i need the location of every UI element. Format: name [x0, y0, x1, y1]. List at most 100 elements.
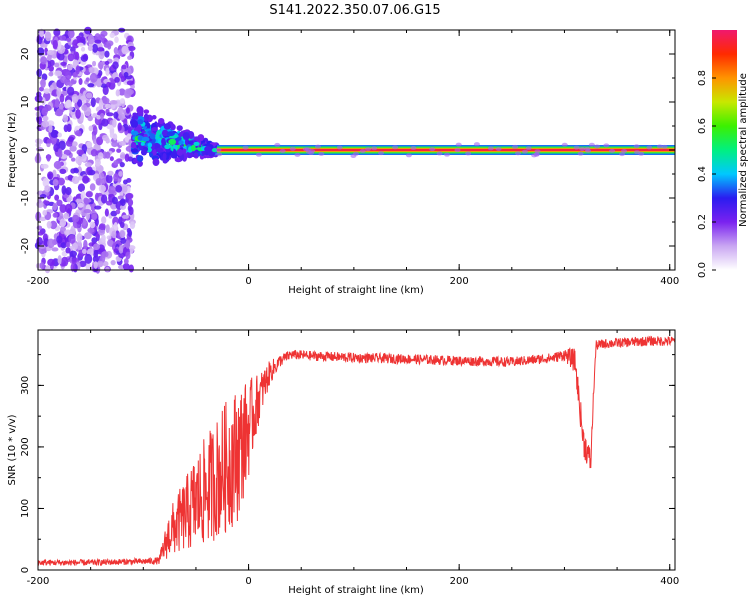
heatmap-cell	[110, 260, 116, 266]
heatmap-cell	[314, 144, 321, 149]
heatmap-cell	[102, 97, 110, 105]
heatmap-cell	[39, 28, 44, 38]
heatmap-cell	[147, 142, 153, 148]
heatmap-cell	[120, 237, 127, 244]
heatmap-cell	[77, 183, 85, 192]
heatmap-cell	[56, 199, 63, 207]
heatmap-cell	[126, 88, 134, 95]
heatmap-cell	[603, 143, 610, 148]
heatmap-cell	[53, 143, 60, 153]
heatmap-cell	[68, 234, 76, 244]
heatmap-cell	[63, 149, 72, 156]
heatmap-cell	[85, 77, 90, 82]
heatmap-cell	[113, 47, 119, 55]
heatmap-cell	[176, 148, 184, 156]
heatmap-cell	[69, 250, 78, 258]
heatmap-cell	[83, 209, 92, 214]
heatmap-cell	[91, 237, 98, 244]
x-tick-label: 0	[245, 576, 251, 587]
heatmap-cell	[170, 151, 178, 159]
heatmap-cell	[131, 130, 139, 136]
heatmap-cell	[109, 99, 118, 105]
heatmap-cell	[336, 145, 343, 150]
heatmap-cell	[42, 115, 49, 122]
heatmap-cell	[137, 160, 143, 167]
heatmap-cell	[122, 262, 130, 271]
heatmap-cell	[77, 202, 84, 208]
heatmap-cell	[157, 118, 165, 125]
heatmap-cell	[123, 71, 129, 78]
heatmap-cell	[429, 147, 436, 152]
heatmap-cell	[42, 177, 50, 188]
heatmap-cell	[140, 141, 145, 146]
heatmap-cell	[47, 171, 54, 180]
heatmap-cell	[129, 221, 136, 230]
heatmap-cell	[37, 231, 44, 236]
heatmap-cell	[107, 42, 112, 50]
heatmap-cell	[318, 151, 325, 156]
colorbar-tick-label: 0.0	[697, 262, 708, 278]
heatmap-cell	[255, 152, 262, 157]
heatmap-cell	[67, 29, 75, 39]
heatmap-cell	[106, 124, 114, 130]
heatmap-cell	[111, 196, 118, 205]
heatmap-cell	[90, 97, 96, 108]
heatmap-cell	[79, 36, 86, 43]
heatmap-cell	[116, 148, 122, 153]
heatmap-cell	[109, 156, 114, 162]
y-tick-label: -10	[20, 190, 31, 206]
heatmap-cell	[82, 218, 87, 226]
heatmap-cell	[90, 202, 96, 212]
x-tick-label: 200	[450, 576, 469, 587]
heatmap-cell	[52, 169, 57, 178]
heatmap-cell	[92, 255, 100, 263]
heatmap-cell	[92, 125, 98, 136]
heatmap-cell	[487, 146, 494, 151]
heatmap-cell	[59, 218, 67, 228]
heatmap-cell	[105, 137, 110, 144]
heatmap-cell	[52, 39, 58, 49]
heatmap-cell	[82, 175, 90, 184]
heatmap-cell	[455, 142, 462, 147]
heatmap-cell	[465, 151, 472, 156]
heatmap-cell	[50, 129, 59, 138]
heatmap-cell	[126, 227, 132, 234]
heatmap-cell	[51, 247, 59, 252]
heatmap-cell	[130, 148, 139, 153]
heatmap-cell	[107, 239, 114, 247]
heatmap-cell	[72, 141, 78, 147]
heatmap-cell	[94, 205, 102, 210]
heatmap-cell	[75, 155, 83, 165]
heatmap-cell	[83, 197, 89, 204]
heatmap-cell	[121, 45, 129, 55]
heatmap-cell	[84, 26, 92, 35]
heatmap-cell	[96, 260, 104, 268]
heatmap-cell	[533, 152, 540, 157]
heatmap-cell	[80, 46, 86, 52]
heatmap-cell	[52, 202, 58, 211]
heatmap-cell	[125, 251, 131, 260]
heatmap-cell	[71, 176, 80, 185]
heatmap-cell	[609, 148, 616, 153]
heatmap-cell	[47, 258, 55, 267]
snr-panel: -200 0 200 400 0 100 200 300 Height of straight…	[7, 329, 679, 596]
heatmap-cell	[279, 148, 286, 153]
heatmap-cell	[101, 216, 107, 224]
heatmap-cell	[48, 71, 54, 77]
heatmap-cell	[77, 42, 84, 47]
heatmap-cell	[151, 115, 157, 120]
y-tick-label: 200	[20, 437, 31, 456]
heatmap-cell	[656, 144, 663, 149]
heatmap-cell	[130, 84, 135, 90]
heatmap-cell	[36, 236, 43, 246]
heatmap-cell	[661, 144, 668, 149]
x-tick-label: 200	[450, 276, 469, 287]
heatmap-cell	[75, 108, 81, 119]
heatmap-cell	[155, 147, 164, 153]
heatmap-cell	[87, 34, 95, 45]
heatmap-cell	[61, 250, 68, 257]
heatmap-cell	[57, 52, 65, 61]
heatmap-cell	[90, 149, 98, 157]
heatmap-cell	[115, 89, 121, 97]
heatmap-cell	[110, 210, 118, 217]
